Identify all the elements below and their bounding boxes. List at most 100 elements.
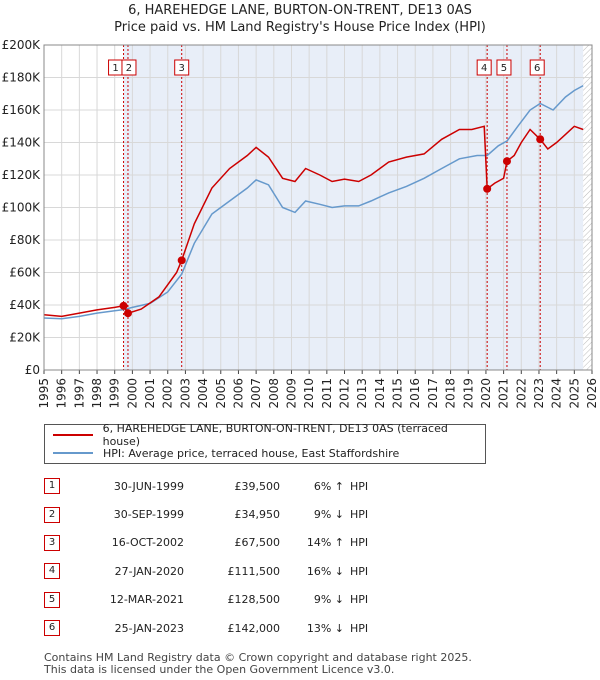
- x-tick-label: 2016: [408, 378, 422, 409]
- x-tick-label: 2019: [461, 378, 475, 409]
- x-tick-label: 2026: [585, 378, 599, 409]
- sales-row: 5 12-MAR-2021 £128,500 9% ↓ HPI: [44, 586, 390, 614]
- property-price-line: [43, 125, 584, 318]
- sale-number-badge: 3: [44, 534, 60, 551]
- x-tick-label: 2015: [391, 378, 405, 409]
- chart-subtitle: Price paid vs. HM Land Registry's House …: [114, 20, 486, 35]
- legend-swatch-hpi: [53, 452, 93, 454]
- x-tick-label: 2000: [125, 378, 139, 409]
- x-tick-label: 2005: [214, 378, 228, 409]
- sale-label: 5: [501, 63, 507, 74]
- sale-label: 2: [126, 63, 132, 74]
- x-tick-label: 2010: [302, 378, 316, 409]
- sale-hpi-label: HPI: [350, 621, 369, 635]
- x-tick-label: 2023: [532, 378, 546, 409]
- sale-arrow: ↓: [334, 564, 344, 578]
- x-tick-label: 1999: [108, 378, 122, 409]
- sale-date: 30-SEP-1999: [113, 508, 184, 522]
- sale-arrow: ↑: [334, 479, 344, 493]
- x-tick-label: 2024: [550, 378, 564, 409]
- sale-price: £67,500: [234, 536, 281, 550]
- x-tick-label: 1996: [55, 378, 69, 409]
- sale-label: 1: [112, 63, 118, 74]
- sale-label-box: [174, 59, 190, 76]
- sale-date: 16-OCT-2002: [111, 536, 184, 550]
- x-tick-label: 2003: [178, 378, 192, 409]
- legend-label-hpi: HPI: Average price, terraced house, East…: [103, 446, 400, 460]
- sale-date: 25-JAN-2023: [114, 621, 184, 635]
- sale-price: £128,500: [227, 593, 281, 607]
- sale-hpi-label: HPI: [350, 536, 369, 550]
- sale-price: £39,500: [234, 479, 281, 493]
- sale-label: 4: [481, 63, 487, 74]
- x-tick-label: 2022: [514, 378, 528, 409]
- sale-point: [119, 301, 128, 310]
- sale-pct: 6%: [313, 479, 332, 493]
- sale-number-badge: 4: [44, 563, 60, 580]
- sale-arrow: ↑: [334, 536, 344, 550]
- x-tick-label: 2001: [143, 378, 157, 409]
- x-tick-label: 2014: [373, 378, 387, 409]
- x-tick-label: 2018: [444, 378, 458, 409]
- x-tick-label: 2009: [284, 378, 298, 409]
- x-tick-label: 2004: [196, 378, 210, 409]
- x-tick-label: 2017: [426, 378, 440, 409]
- y-tick-label: £200K: [2, 38, 42, 52]
- sale-label-box: [121, 59, 137, 76]
- sales-row: 1 30-JUN-1999 £39,500 6% ↑ HPI: [44, 472, 390, 500]
- sale-pct: 9%: [313, 508, 332, 522]
- y-tick-label: £20K: [9, 331, 41, 345]
- chart-title: 6, HAREHEDGE LANE, BURTON-ON-TRENT, DE13…: [128, 3, 472, 18]
- sale-label-box: [496, 59, 512, 76]
- x-tick-label: 1995: [37, 378, 51, 409]
- sale-date: 30-JUN-1999: [113, 479, 184, 493]
- sale-hpi-label: HPI: [350, 479, 369, 493]
- y-tick-label: £160K: [2, 103, 42, 117]
- y-tick-label: £120K: [2, 168, 42, 182]
- sale-hpi-label: HPI: [350, 593, 369, 607]
- sale-label-box: [529, 59, 545, 76]
- y-tick-label: £80K: [9, 233, 41, 247]
- footer-licence: This data is licensed under the Open Gov…: [44, 663, 395, 676]
- sale-label-box: [476, 59, 492, 76]
- sales-row: 6 25-JAN-2023 £142,000 13% ↓ HPI: [44, 614, 390, 642]
- x-tick-label: 2025: [567, 378, 581, 409]
- y-tick-label: £180K: [2, 71, 42, 85]
- y-tick-label: £60K: [9, 266, 41, 280]
- sale-date: 27-JAN-2020: [114, 564, 184, 578]
- sale-point: [502, 157, 511, 166]
- legend-swatch-property: [53, 434, 93, 436]
- sale-point: [483, 184, 492, 193]
- legend-item-hpi: HPI: Average price, terraced house, East…: [53, 445, 399, 461]
- sale-arrow: ↓: [334, 593, 344, 607]
- sales-row: 4 27-JAN-2020 £111,500 16% ↓ HPI: [44, 557, 390, 585]
- y-tick-label: £40K: [9, 298, 41, 312]
- x-tick-label: 2006: [231, 378, 245, 409]
- sale-point: [177, 256, 186, 265]
- sale-label: 3: [179, 63, 185, 74]
- x-tick-label: 2008: [267, 378, 281, 409]
- legend-item-property: 6, HAREHEDGE LANE, BURTON-ON-TRENT, DE13…: [53, 422, 485, 448]
- sale-pct: 14%: [306, 536, 332, 550]
- sale-point: [123, 309, 132, 318]
- sale-price: £34,950: [234, 508, 281, 522]
- x-tick-label: 1997: [72, 378, 86, 409]
- sale-point: [536, 135, 545, 144]
- sale-number-badge: 1: [44, 478, 60, 495]
- x-tick-label: 2002: [161, 378, 175, 409]
- sale-number-badge: 6: [44, 620, 60, 637]
- sale-arrow: ↓: [334, 508, 344, 522]
- footer: Contains HM Land Registry data © Crown c…: [44, 652, 472, 676]
- hpi-line: [43, 84, 584, 320]
- sales-row: 2 30-SEP-1999 £34,950 9% ↓ HPI: [44, 500, 390, 528]
- sale-number-badge: 2: [44, 506, 60, 523]
- sale-hpi-label: HPI: [350, 564, 369, 578]
- x-tick-label: 2007: [249, 378, 263, 409]
- sales-row: 3 16-OCT-2002 £67,500 14% ↑ HPI: [44, 529, 390, 557]
- x-tick-label: 2021: [497, 378, 511, 409]
- sale-price: £111,500: [227, 564, 281, 578]
- sale-price: £142,000: [227, 621, 281, 635]
- sale-date: 12-MAR-2021: [109, 593, 184, 607]
- chart-legend: 6, HAREHEDGE LANE, BURTON-ON-TRENT, DE13…: [44, 422, 486, 464]
- y-tick-label: £0: [25, 363, 40, 377]
